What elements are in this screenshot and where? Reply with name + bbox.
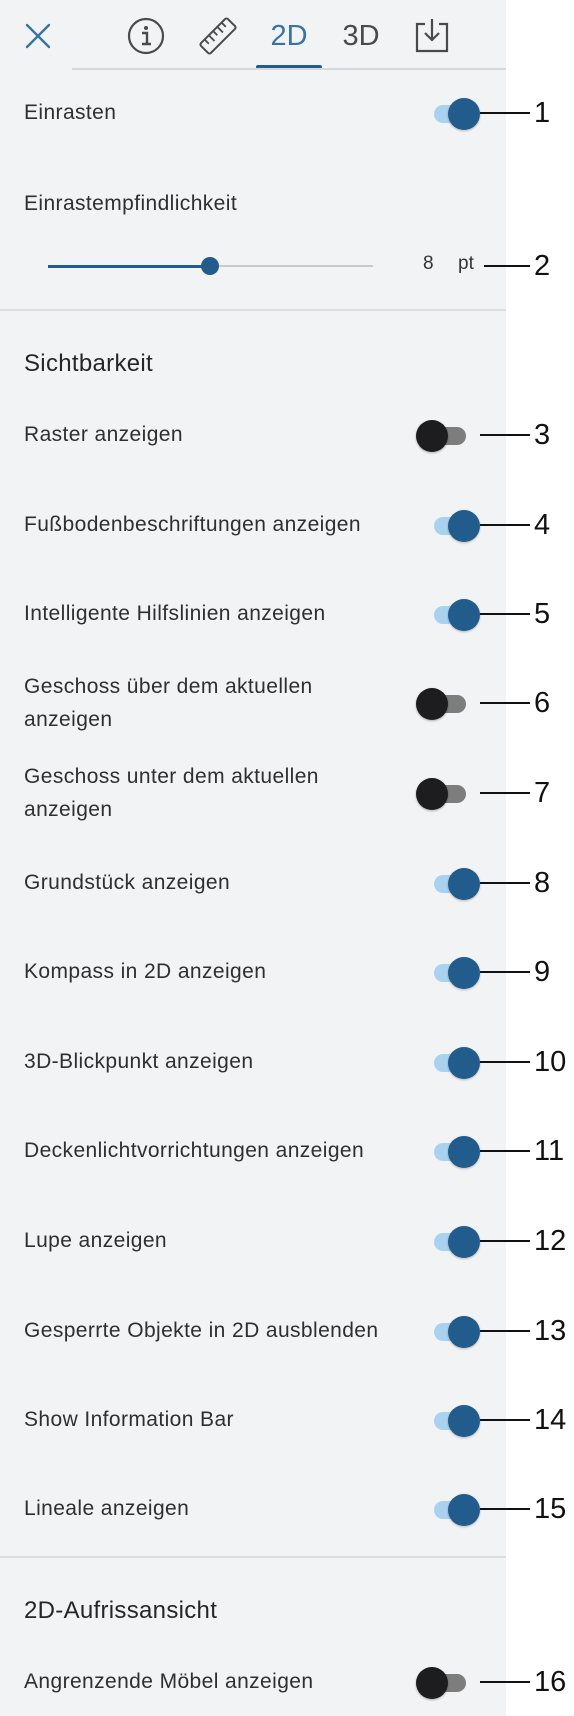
info-bar-label: Show Information Bar xyxy=(24,1408,234,1431)
callout-number: 10 xyxy=(534,1046,567,1078)
info-icon xyxy=(127,17,165,55)
tab-measure[interactable] xyxy=(196,14,240,58)
callout-line xyxy=(480,1419,530,1421)
sensitivity-unit: pt xyxy=(458,253,474,274)
callout-line xyxy=(480,524,530,526)
rulers-toggle[interactable] xyxy=(428,1491,480,1527)
locked-objects-label: Gesperrte Objekte in 2D ausblenden xyxy=(24,1319,379,1342)
viewpoint-label: 3D-Blickpunkt anzeigen xyxy=(24,1050,254,1073)
floor-above-toggle[interactable] xyxy=(416,685,468,721)
callout-number: 2 xyxy=(534,250,551,282)
property-label: Grundstück anzeigen xyxy=(24,871,231,894)
magnifier-toggle[interactable] xyxy=(428,1223,480,1259)
callout-number: 1 xyxy=(534,97,551,129)
callout-number: 7 xyxy=(534,777,551,809)
callout-line xyxy=(480,1330,530,1332)
callout-line xyxy=(480,1150,530,1152)
callout-number: 6 xyxy=(534,687,551,719)
callout-line xyxy=(480,1061,530,1063)
property-toggle[interactable] xyxy=(428,865,480,901)
snap-toggle[interactable] xyxy=(428,95,480,131)
floor-below-label-2: anzeigen xyxy=(24,798,113,821)
raster-label: Raster anzeigen xyxy=(24,423,183,446)
sensitivity-value: 8 xyxy=(423,253,434,274)
floor-below-label-1: Geschoss unter dem aktuellen xyxy=(24,765,319,788)
callout-number: 5 xyxy=(534,598,551,630)
callout-line xyxy=(480,434,530,436)
callout-number: 12 xyxy=(534,1225,567,1257)
close-icon xyxy=(25,23,51,49)
callout-line xyxy=(480,112,530,114)
settings-panel: 2D 3D Einrasten Einrastempfindlichkeit 8… xyxy=(0,0,506,1716)
ruler-icon xyxy=(199,17,237,55)
callout-number: 9 xyxy=(534,956,551,988)
callout-line xyxy=(480,702,530,704)
elevation-section-title: 2D-Aufrissansicht xyxy=(24,1597,218,1624)
viewpoint-toggle[interactable] xyxy=(428,1044,480,1080)
header-divider xyxy=(72,68,506,70)
tab-bar: 2D 3D xyxy=(0,0,506,70)
compass-label: Kompass in 2D anzeigen xyxy=(24,960,267,983)
ceiling-lights-toggle[interactable] xyxy=(428,1133,480,1169)
callout-number: 13 xyxy=(534,1315,567,1347)
callout-number: 4 xyxy=(534,509,551,541)
section-divider xyxy=(0,1556,506,1558)
callout-line xyxy=(484,265,530,267)
floor-below-toggle[interactable] xyxy=(416,775,468,811)
sensitivity-label: Einrastempfindlichkeit xyxy=(24,192,238,215)
floor-above-label-1: Geschoss über dem aktuellen xyxy=(24,675,313,698)
close-button[interactable] xyxy=(20,14,56,58)
tab-info[interactable] xyxy=(124,14,168,58)
visibility-section-title: Sichtbarkeit xyxy=(24,350,153,377)
raster-toggle[interactable] xyxy=(416,417,468,453)
rulers-label: Lineale anzeigen xyxy=(24,1497,190,1520)
callout-number: 8 xyxy=(534,867,551,899)
floor-above-label-2: anzeigen xyxy=(24,708,113,731)
tab-3d[interactable]: 3D xyxy=(334,14,388,58)
callout-number: 11 xyxy=(534,1135,565,1167)
adjacent-furniture-label: Angrenzende Möbel anzeigen xyxy=(24,1670,314,1693)
slider-thumb[interactable] xyxy=(201,257,219,275)
callout-number: 16 xyxy=(534,1666,567,1698)
download-icon xyxy=(415,19,449,53)
callout-number: 15 xyxy=(534,1493,567,1525)
ceiling-lights-label: Deckenlichtvorrichtungen anzeigen xyxy=(24,1139,365,1162)
locked-objects-toggle[interactable] xyxy=(428,1313,480,1349)
tab-2d-label: 2D xyxy=(270,19,308,52)
tab-export[interactable] xyxy=(410,14,454,58)
section-divider xyxy=(0,309,506,311)
adjacent-furniture-toggle[interactable] xyxy=(416,1664,468,1700)
callout-number: 3 xyxy=(534,419,551,451)
info-bar-toggle[interactable] xyxy=(428,1402,480,1438)
callout-line xyxy=(480,1508,530,1510)
tab-2d[interactable]: 2D xyxy=(262,14,316,58)
smart-guides-toggle[interactable] xyxy=(428,596,480,632)
compass-toggle[interactable] xyxy=(428,954,480,990)
callout-number: 14 xyxy=(534,1404,567,1436)
smart-guides-label: Intelligente Hilfslinien anzeigen xyxy=(24,602,326,625)
floor-labels-label: Fußbodenbeschriftungen anzeigen xyxy=(24,513,361,536)
active-tab-indicator xyxy=(256,65,322,69)
magnifier-label: Lupe anzeigen xyxy=(24,1229,167,1252)
callout-line xyxy=(480,1681,530,1683)
snap-label: Einrasten xyxy=(24,101,117,124)
callout-line xyxy=(480,613,530,615)
callout-line xyxy=(480,971,530,973)
callout-line xyxy=(480,1240,530,1242)
tab-3d-label: 3D xyxy=(342,19,380,52)
callout-line xyxy=(480,792,530,794)
floor-labels-toggle[interactable] xyxy=(428,507,480,543)
callout-line xyxy=(480,882,530,884)
